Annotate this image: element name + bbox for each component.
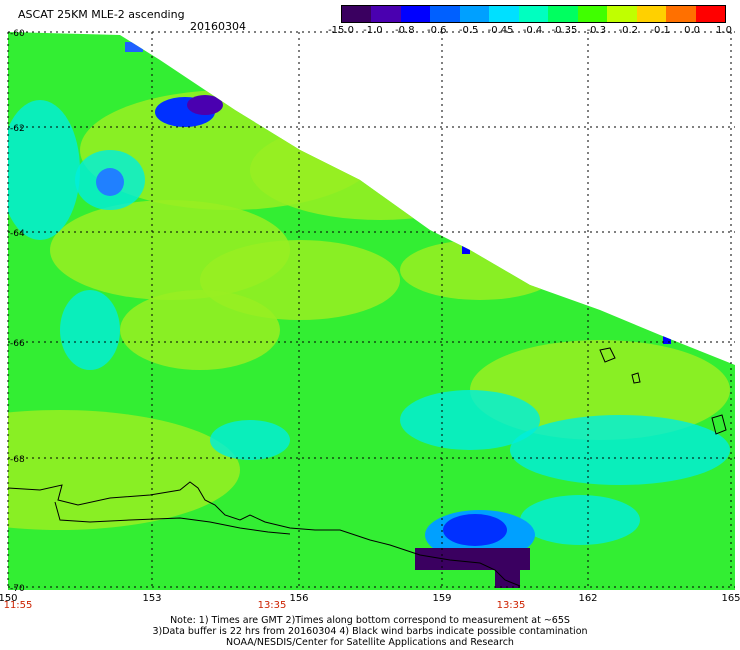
colorbar-segment: [695, 6, 726, 22]
footnote-line-2: 3)Data buffer is 22 hrs from 20160304 4)…: [152, 626, 588, 637]
colorbar-segment: [371, 6, 401, 22]
field-region-high: [120, 290, 280, 370]
colorbar-segment: [518, 6, 549, 22]
map-plot: -60 -62 -64 -66 -68 -70: [7, 29, 735, 594]
colorbar-segment: [636, 6, 667, 22]
lat-label: -64: [10, 229, 25, 239]
colorbar-label: -0.6: [426, 25, 447, 36]
colorbar-label: -15.0: [328, 25, 354, 36]
field-region-low: [520, 495, 640, 545]
field-region-low: [510, 415, 730, 485]
field-minimum: [462, 246, 470, 254]
footnote-line-1: Note: 1) Times are GMT 2)Times along bot…: [170, 615, 570, 626]
field-minimum: [125, 42, 143, 52]
colorbar-segment: [342, 6, 372, 22]
colorbar-label: -0.3: [586, 25, 607, 36]
island-outline: [599, 347, 616, 363]
colorbar-segment: [548, 6, 578, 22]
colorbar-segment: [430, 6, 460, 22]
colorbar-label: -0.4: [522, 25, 543, 36]
colorbar-label: -0.8: [395, 25, 415, 36]
colorbar-label: -0.35: [551, 25, 578, 36]
footnotes: Note: 1) Times are GMT 2)Times along bot…: [0, 615, 740, 648]
product-title: ASCAT 25KM MLE-2 ascending: [18, 8, 185, 21]
lon-label-159: 159: [432, 593, 452, 604]
colorbar-label: 0.0: [684, 25, 701, 36]
field-region-high: [8, 410, 240, 530]
wind-field: [8, 32, 735, 590]
field-region-low: [400, 390, 540, 450]
lat-label: -60: [10, 29, 25, 39]
colorbar-label: -0.5: [458, 25, 479, 36]
lat-label: -68: [10, 455, 25, 465]
colorbar-label: -0.2: [618, 25, 639, 36]
footnote-line-3: NOAA/NESDIS/Center for Satellite Applica…: [226, 637, 514, 648]
lon-label-153: 153: [142, 593, 162, 604]
island-outline: [631, 372, 641, 384]
lon-label-162: 162: [578, 593, 598, 604]
time-label-3: 13:35: [496, 600, 526, 611]
colorbar-segment: [400, 6, 431, 22]
colorbar-labels: -15.0 -1.0 -0.8 -0.6 -0.5 -0.45 -0.4 -0.35 -0.3-…: [328, 25, 733, 37]
colorbar-label: -0.45: [487, 25, 514, 36]
colorbar-label: -0.1: [650, 25, 670, 36]
colorbar-label: -1.0: [363, 25, 383, 36]
field-region-high: [250, 120, 510, 220]
colorbar-segment: [489, 6, 519, 22]
lon-label-165: 165: [721, 593, 740, 604]
field-region-high: [400, 240, 560, 300]
coastline: [7, 481, 521, 587]
lat-label: -62: [10, 124, 25, 134]
colorbar-segment: [607, 6, 637, 22]
field-region-low: [60, 290, 120, 370]
time-label-2: 13:35: [257, 600, 287, 611]
lat-label: -66: [10, 339, 25, 349]
field-minimum: [415, 548, 530, 570]
field-region-low: [8, 100, 80, 240]
time-label-1: 11:55: [3, 600, 33, 611]
lon-label-156: 156: [289, 593, 309, 604]
colorbar: [341, 5, 726, 23]
field-region-low: [210, 420, 290, 460]
field-minimum: [443, 514, 507, 546]
coastline: [54, 501, 291, 535]
colorbar-segment: [666, 6, 696, 22]
field-minimum: [96, 168, 124, 196]
colorbar-segment: [459, 6, 490, 22]
field-minimum: [663, 336, 671, 344]
lat-label: -70: [10, 584, 25, 594]
colorbar-segment: [577, 6, 608, 22]
colorbar-label: 1.0: [716, 25, 732, 36]
field-minimum: [187, 95, 223, 115]
product-date: 20160304: [190, 20, 246, 33]
lon-label-150: 150: [0, 593, 18, 604]
island-outline: [711, 414, 727, 435]
